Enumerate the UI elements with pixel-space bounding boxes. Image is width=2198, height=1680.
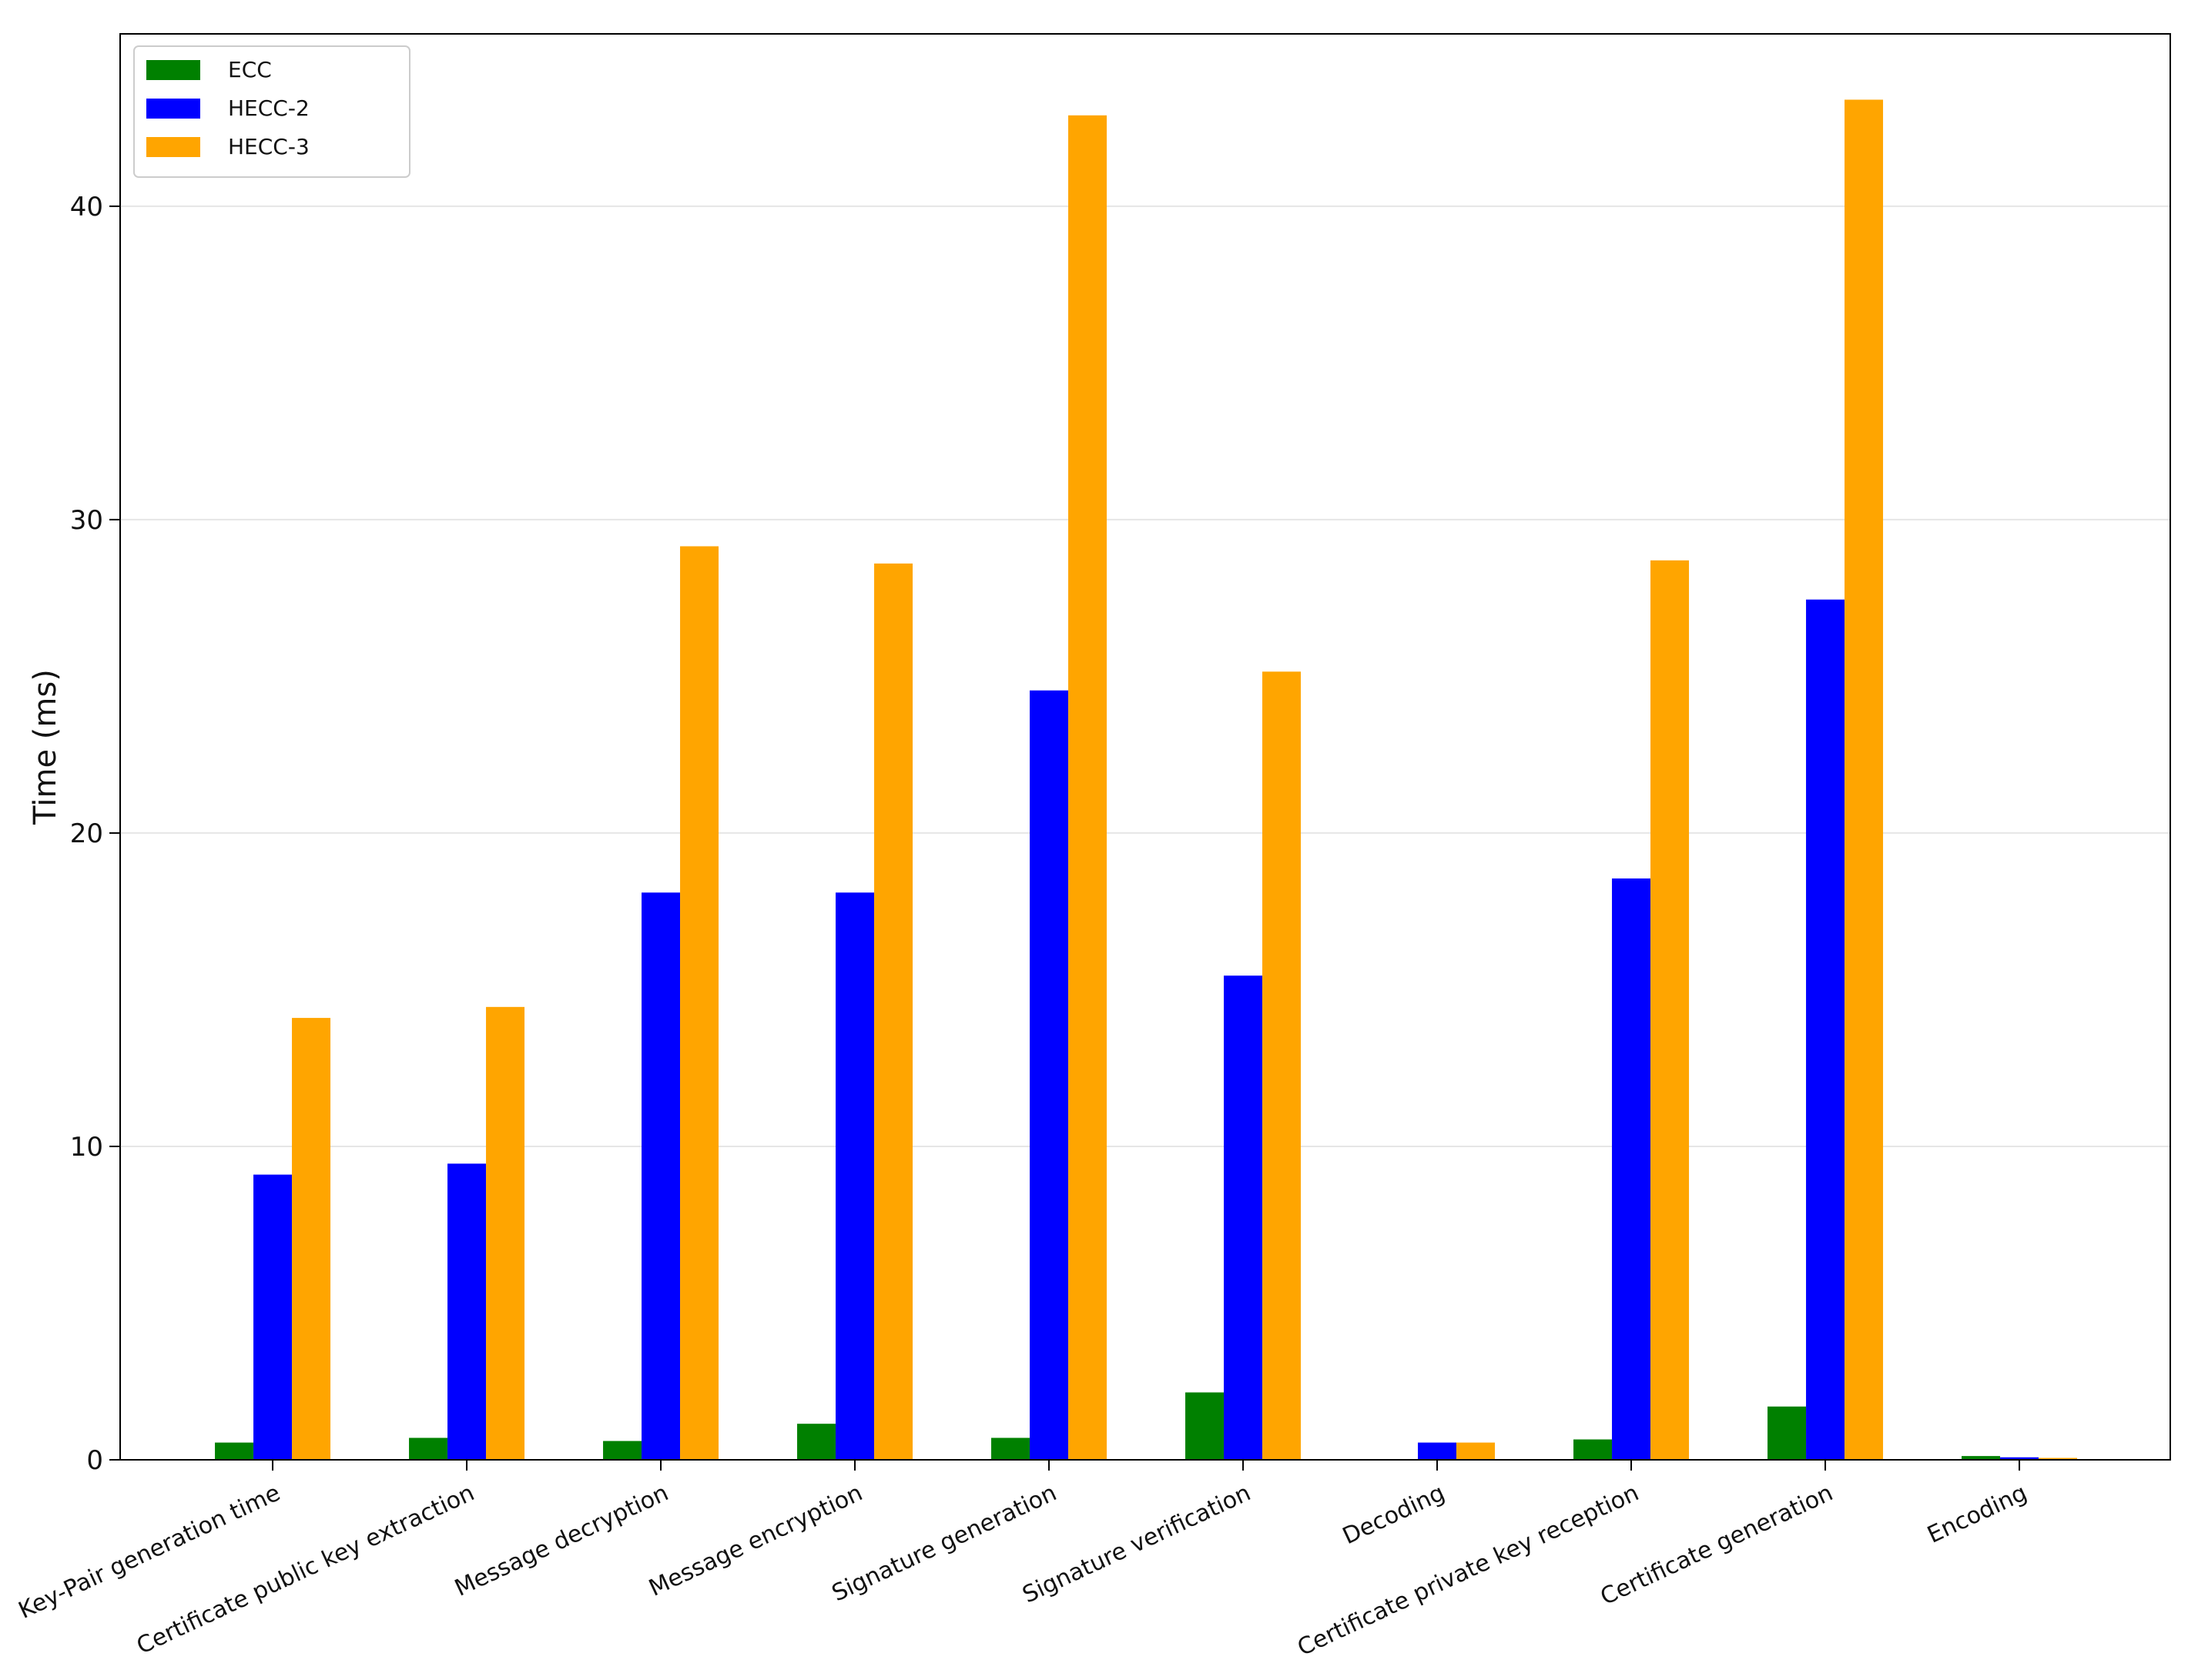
bar-hecc-2-5 bbox=[1224, 976, 1263, 1460]
legend-swatch-ecc bbox=[146, 60, 200, 80]
y-tick-label: 20 bbox=[70, 818, 103, 849]
bar-hecc-2-9 bbox=[2000, 1457, 2039, 1460]
bar-ecc-9 bbox=[1962, 1456, 2001, 1460]
bar-hecc-2-2 bbox=[642, 892, 681, 1460]
x-category-label: Certificate public key extraction bbox=[132, 1480, 478, 1660]
y-tick-label: 0 bbox=[86, 1445, 103, 1476]
plot-frame bbox=[119, 33, 2171, 1461]
bar-ecc-2 bbox=[603, 1441, 642, 1460]
x-category-label: Message decryption bbox=[451, 1480, 672, 1602]
bar-hecc-3-0 bbox=[292, 1018, 331, 1460]
legend-label-hecc-3: HECC-3 bbox=[228, 134, 310, 159]
legend-label-hecc-2: HECC-2 bbox=[228, 95, 310, 121]
bar-hecc-2-0 bbox=[253, 1174, 293, 1460]
bar-ecc-5 bbox=[1185, 1392, 1225, 1460]
y-tick-label: 40 bbox=[70, 192, 103, 223]
bar-ecc-7 bbox=[1573, 1439, 1613, 1460]
bar-ecc-0 bbox=[215, 1442, 254, 1460]
y-tick-label: 10 bbox=[70, 1132, 103, 1163]
legend-box bbox=[133, 45, 410, 178]
x-category-label: Decoding bbox=[1339, 1480, 1449, 1551]
legend: ECC HECC-2 HECC-3 bbox=[133, 45, 410, 178]
y-tick-label: 30 bbox=[70, 505, 103, 536]
bar-hecc-2-6 bbox=[1418, 1442, 1457, 1460]
axes-layer bbox=[119, 33, 2171, 1461]
y-ticks-layer: 0 10 20 30 40 bbox=[70, 192, 120, 1476]
bar-hecc-3-1 bbox=[486, 1006, 525, 1460]
x-category-label: Certificate private key reception bbox=[1293, 1480, 1643, 1662]
bar-hecc-3-6 bbox=[1456, 1442, 1496, 1460]
bar-hecc-3-8 bbox=[1845, 99, 1884, 1460]
bar-hecc-3-7 bbox=[1650, 560, 1690, 1460]
bars-layer bbox=[215, 99, 2078, 1460]
bar-hecc-3-9 bbox=[2039, 1457, 2078, 1460]
legend-swatch-hecc-2 bbox=[146, 99, 200, 119]
bar-hecc-2-7 bbox=[1612, 878, 1651, 1460]
bar-hecc-3-3 bbox=[874, 563, 913, 1460]
bar-hecc-3-2 bbox=[680, 546, 719, 1460]
bar-ecc-1 bbox=[409, 1437, 448, 1460]
bar-hecc-2-1 bbox=[447, 1163, 487, 1460]
legend-label-ecc: ECC bbox=[228, 57, 272, 82]
bar-hecc-2-4 bbox=[1030, 690, 1069, 1460]
bar-ecc-8 bbox=[1767, 1406, 1807, 1460]
bar-hecc-2-8 bbox=[1806, 599, 1845, 1460]
bar-hecc-3-4 bbox=[1068, 115, 1107, 1460]
bar-hecc-3-5 bbox=[1262, 671, 1302, 1460]
bar-ecc-3 bbox=[797, 1424, 836, 1460]
bar-hecc-2-3 bbox=[836, 892, 875, 1460]
legend-swatch-hecc-3 bbox=[146, 137, 200, 157]
y-axis-label: Time (ms) bbox=[28, 669, 63, 825]
bar-ecc-4 bbox=[991, 1437, 1030, 1460]
x-category-label: Encoding bbox=[1923, 1480, 2031, 1549]
